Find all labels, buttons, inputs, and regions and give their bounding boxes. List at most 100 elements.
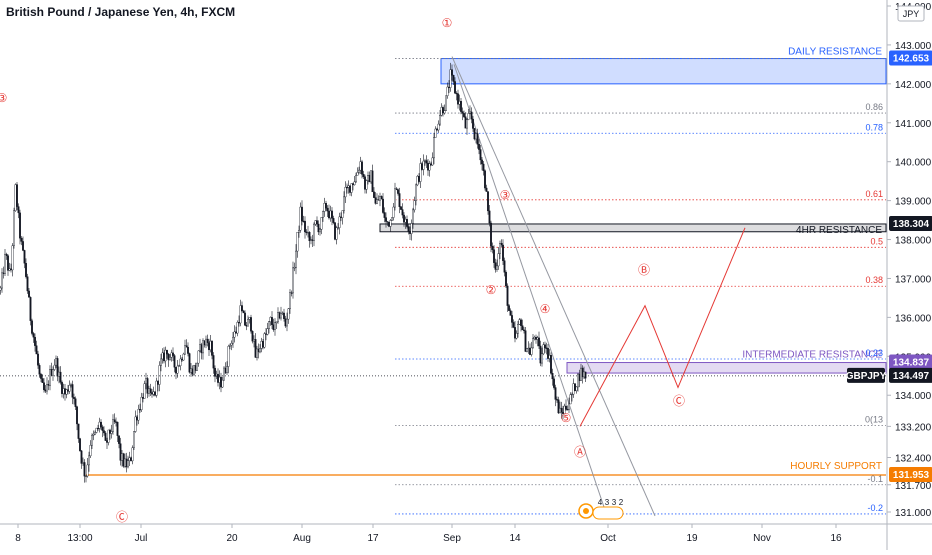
- candle-body: [94, 432, 96, 435]
- candle-body: [494, 262, 497, 270]
- candle-body: [245, 325, 248, 327]
- candle-body: [293, 267, 296, 269]
- candle-body: [35, 345, 38, 355]
- candle-body: [335, 227, 338, 240]
- candle-body: [145, 378, 147, 384]
- candle-body: [376, 199, 378, 204]
- candle-body: [4, 253, 6, 274]
- candle-body: [23, 250, 26, 264]
- wave-projection-path[interactable]: [579, 227, 746, 427]
- candle-body: [86, 464, 89, 477]
- candle-body: [164, 349, 167, 362]
- candle-body: [557, 399, 560, 414]
- candle-body: [17, 206, 20, 214]
- candle-body: [148, 388, 150, 394]
- candle-body: [514, 327, 516, 339]
- candle-body: [361, 161, 363, 175]
- fib-level-label: 0.38: [865, 275, 883, 285]
- candle-body: [205, 338, 207, 346]
- trendline-secondary[interactable]: [453, 64, 608, 517]
- candle-body: [334, 222, 336, 240]
- candle-body: [398, 193, 401, 207]
- wave-label: ②: [486, 283, 497, 297]
- candle-body: [184, 345, 186, 355]
- currency-badge[interactable]: JPY: [897, 5, 925, 22]
- candle-body: [466, 119, 468, 129]
- last-price-tag-label: 134.497: [893, 371, 930, 382]
- event-count: 2: [619, 498, 624, 507]
- candle-body: [583, 371, 585, 378]
- candle-body: [392, 206, 395, 218]
- candle-body: [436, 128, 438, 131]
- candle-body: [520, 319, 522, 326]
- candle-body: [190, 368, 192, 373]
- candle-body: [53, 364, 56, 370]
- candle-body: [467, 113, 470, 120]
- zone-box[interactable]: [379, 223, 887, 233]
- zone-box[interactable]: [440, 58, 887, 85]
- candle-body: [556, 399, 558, 401]
- candle-body: [41, 378, 44, 383]
- candle-body: [286, 318, 288, 327]
- candle-body: [281, 312, 284, 314]
- event-count: 3: [605, 498, 610, 507]
- candle-body: [541, 353, 543, 364]
- last-price-tag-box: [889, 367, 932, 383]
- candle-body: [265, 333, 267, 335]
- candle-body: [121, 453, 123, 461]
- candle-body: [290, 292, 293, 294]
- candle-body: [14, 184, 17, 211]
- candle-body: [98, 421, 101, 429]
- candle-body: [95, 427, 98, 433]
- candle-body: [241, 305, 243, 312]
- candle-body: [502, 244, 504, 261]
- candle-body: [350, 183, 353, 193]
- candle-body: [40, 374, 42, 379]
- currency-badge-label: JPY: [903, 9, 920, 19]
- trendline-main[interactable]: [451, 56, 656, 517]
- candle-body: [200, 344, 203, 354]
- candle-body: [473, 128, 476, 140]
- candle-body: [563, 405, 566, 414]
- candle-body: [367, 175, 369, 181]
- candle-body: [239, 305, 242, 324]
- candle-body: [362, 174, 365, 177]
- candle-body: [26, 276, 29, 292]
- candle-body: [368, 175, 371, 183]
- candle-body: [454, 81, 456, 94]
- candle-body: [533, 336, 536, 339]
- zone-price-tag: 142.653: [889, 50, 932, 66]
- candle-body: [172, 352, 174, 356]
- x-tick-label: 20: [226, 533, 238, 544]
- candle-body: [580, 367, 582, 381]
- candle-body: [68, 385, 71, 392]
- wave-label: ③: [500, 188, 511, 202]
- candle-body: [301, 206, 303, 222]
- candle-body: [287, 308, 290, 320]
- symbol-price-tag: GBPJPY 134.497: [846, 367, 932, 383]
- fib-level-label: 0.61: [865, 189, 883, 199]
- candle-body: [202, 340, 204, 354]
- candle-body: [401, 209, 404, 216]
- candle-body: [112, 419, 114, 432]
- candle-body: [388, 221, 390, 227]
- candle-body: [389, 220, 392, 227]
- candle-body: [319, 229, 321, 233]
- x-tick-label: 13:00: [67, 533, 92, 544]
- candle-body: [250, 317, 252, 332]
- candle-body: [233, 331, 236, 338]
- zone-price-tag: 131.953: [889, 467, 932, 483]
- y-tick-label: 136.000: [895, 313, 932, 324]
- zone-box[interactable]: [566, 362, 887, 374]
- x-tick-label: 8: [15, 533, 21, 544]
- candle-body: [134, 416, 137, 432]
- candle-body: [169, 357, 171, 361]
- candle-body: [116, 421, 119, 436]
- candle-body: [571, 393, 573, 396]
- candle-body: [311, 239, 314, 241]
- candle-body: [340, 216, 342, 218]
- candle-body: [149, 388, 152, 393]
- zone-price-tag: 134.837: [889, 354, 932, 370]
